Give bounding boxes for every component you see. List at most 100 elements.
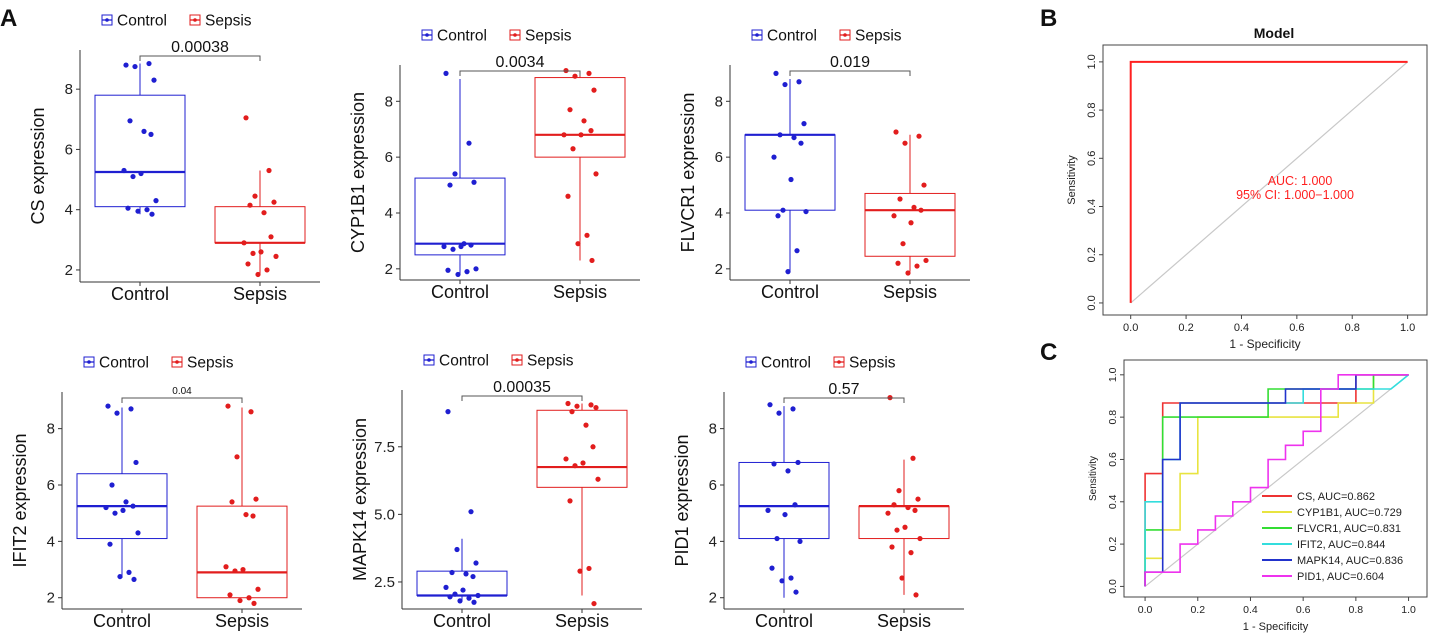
- data-point: [117, 573, 123, 580]
- box-sepsis: [536, 409, 628, 488]
- data-point: [782, 511, 788, 518]
- data-point: [441, 243, 447, 250]
- data-point: [794, 248, 800, 254]
- significance-bracket: [121, 397, 243, 403]
- diagonal-reference: [1130, 61, 1409, 304]
- data-point: [574, 403, 580, 409]
- data-point: [908, 550, 914, 556]
- data-point: [572, 73, 578, 79]
- y-tick-label: 4: [715, 205, 723, 222]
- data-point: [900, 241, 906, 247]
- data-point: [128, 406, 134, 412]
- legend-sepsis-label: Sepsis: [855, 28, 902, 45]
- data-point: [896, 488, 902, 494]
- p-value-label: 0.0034: [496, 54, 545, 71]
- data-point: [271, 199, 277, 205]
- data-point: [449, 569, 455, 576]
- data-point: [773, 70, 779, 76]
- x-tick-label: 0.8: [1345, 322, 1360, 334]
- y-tick-label: 1.0: [1107, 367, 1119, 382]
- x-tick-label: 0.6: [1296, 604, 1311, 616]
- p-value-label: 0.04: [172, 386, 192, 397]
- x-tick-label: 0.0: [1138, 604, 1153, 616]
- data-point: [584, 232, 590, 238]
- y-tick-label: 7.5: [374, 439, 395, 456]
- data-point: [771, 154, 777, 160]
- data-point: [918, 207, 924, 213]
- data-point: [445, 409, 451, 415]
- y-tick-label: 0.6: [1086, 151, 1098, 166]
- data-point: [466, 595, 472, 601]
- x-tick-label: Control: [431, 282, 489, 302]
- data-point: [252, 193, 258, 199]
- legend-label: FLVCR1, AUC=0.831: [1297, 523, 1401, 535]
- y-axis-label: FLVCR1 expression: [678, 93, 698, 253]
- x-tick-label: Control: [761, 282, 819, 302]
- legend-sepsis-key-dot: [843, 33, 847, 37]
- x-tick-label: Control: [93, 611, 151, 631]
- x-tick-label: 0.4: [1234, 322, 1249, 334]
- x-tick-label: Sepsis: [215, 611, 269, 631]
- data-point: [273, 253, 279, 259]
- data-point: [923, 257, 929, 264]
- y-axis-label: IFIT2 expression: [10, 433, 30, 567]
- significance-bracket: [459, 70, 581, 76]
- box-sepsis: [196, 505, 288, 599]
- data-point: [127, 118, 133, 124]
- y-axis-label: PID1 expression: [672, 434, 692, 566]
- y-tick-label: 8: [65, 81, 73, 98]
- panel-label-c: C: [1040, 339, 1057, 366]
- auc-annotation: AUC: 1.000: [1268, 174, 1333, 188]
- data-point: [785, 269, 791, 275]
- legend-sepsis-key-dot: [837, 360, 841, 364]
- y-tick-label: 8: [709, 421, 717, 438]
- data-point: [561, 132, 567, 138]
- data-point: [588, 128, 594, 134]
- data-point: [917, 535, 923, 542]
- roc-legend: CS, AUC=0.862 CYP1B1, AUC=0.729 FLVCR1, AU…: [1262, 491, 1403, 583]
- plot-frame: [1102, 44, 1428, 316]
- legend-sepsis-label: Sepsis: [187, 355, 234, 372]
- legend-control-key-dot: [425, 33, 429, 37]
- data-point: [227, 592, 233, 598]
- box-control: [94, 94, 186, 208]
- data-point: [591, 87, 597, 93]
- data-point: [141, 128, 147, 134]
- y-tick-label: 0.8: [1086, 102, 1098, 117]
- data-point: [595, 476, 601, 482]
- data-point: [475, 592, 481, 599]
- y-tick-label: 0.2: [1086, 247, 1098, 262]
- data-point: [468, 509, 474, 515]
- y-tick-label: 2: [385, 261, 393, 278]
- significance-bracket: [461, 395, 583, 401]
- legend-label: CYP1B1, AUC=0.729: [1297, 507, 1402, 519]
- boxplot-mapk14: Control Sepsis 2.5 5.0 7.5 Control Sepsis MAPK1…: [350, 353, 642, 631]
- x-tick-label: 0.0: [1123, 322, 1138, 334]
- data-point: [223, 564, 229, 570]
- data-point: [253, 496, 259, 502]
- y-tick-label: 0.6: [1107, 452, 1119, 467]
- p-value-label: 0.019: [830, 54, 870, 71]
- data-point: [255, 586, 261, 592]
- data-point: [777, 132, 783, 138]
- data-point: [146, 60, 152, 67]
- data-point: [581, 118, 587, 124]
- data-point: [266, 167, 272, 174]
- legend-label: PID1, AUC=0.604: [1297, 571, 1384, 583]
- data-point: [112, 510, 118, 516]
- data-point: [250, 250, 256, 256]
- data-point: [125, 205, 131, 211]
- x-tick-label: 1.0: [1400, 322, 1415, 334]
- diagonal-reference: [1144, 374, 1409, 587]
- data-point: [131, 576, 137, 583]
- data-point: [466, 140, 472, 146]
- y-tick-label: 2: [715, 261, 723, 278]
- y-tick-label: 0.0: [1086, 295, 1098, 310]
- data-point: [470, 573, 476, 580]
- y-tick-label: 2: [65, 262, 73, 279]
- data-point: [791, 134, 797, 141]
- boxplot-cyp1b1: Control Sepsis 2 4 6 8 Control Sepsis CYP1B1 exp…: [348, 28, 640, 302]
- data-point: [910, 455, 916, 461]
- data-point: [114, 410, 120, 416]
- data-point: [765, 507, 771, 513]
